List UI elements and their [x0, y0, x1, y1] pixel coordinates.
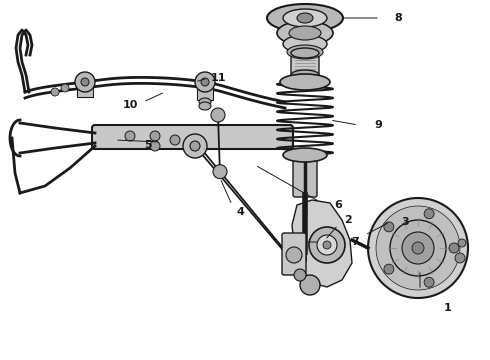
Ellipse shape [61, 84, 69, 92]
Ellipse shape [195, 72, 215, 92]
Ellipse shape [390, 220, 446, 276]
Bar [77, 85, 93, 97]
Ellipse shape [286, 247, 302, 263]
Text: 3: 3 [401, 217, 409, 227]
Ellipse shape [201, 78, 209, 86]
Ellipse shape [150, 141, 160, 151]
Ellipse shape [402, 232, 434, 264]
Text: 1: 1 [444, 303, 452, 313]
Ellipse shape [458, 239, 466, 247]
Text: 10: 10 [122, 100, 138, 110]
Ellipse shape [81, 78, 89, 86]
Ellipse shape [376, 206, 460, 290]
Ellipse shape [289, 26, 321, 40]
Ellipse shape [297, 13, 313, 23]
Ellipse shape [150, 131, 160, 141]
Ellipse shape [294, 269, 306, 281]
Text: 11: 11 [210, 73, 226, 83]
Ellipse shape [300, 275, 320, 295]
Ellipse shape [75, 72, 95, 92]
Ellipse shape [211, 108, 225, 122]
Ellipse shape [287, 45, 323, 59]
Ellipse shape [183, 134, 207, 158]
Ellipse shape [283, 35, 327, 53]
Ellipse shape [449, 243, 459, 253]
Text: 4: 4 [236, 207, 244, 217]
Ellipse shape [291, 48, 319, 58]
Ellipse shape [170, 135, 180, 145]
Ellipse shape [317, 235, 337, 255]
Ellipse shape [283, 9, 327, 27]
Text: 9: 9 [374, 120, 382, 130]
FancyBboxPatch shape [92, 125, 293, 149]
Ellipse shape [384, 222, 394, 232]
Ellipse shape [323, 241, 331, 249]
Ellipse shape [277, 21, 333, 45]
Ellipse shape [280, 74, 330, 90]
Text: 2: 2 [344, 215, 352, 225]
Ellipse shape [455, 253, 465, 263]
FancyBboxPatch shape [293, 155, 317, 197]
Ellipse shape [283, 148, 327, 162]
Text: 6: 6 [334, 200, 342, 210]
Ellipse shape [267, 4, 343, 32]
Ellipse shape [190, 141, 200, 151]
Bar [197, 86, 213, 100]
Text: 8: 8 [394, 13, 402, 23]
Ellipse shape [424, 209, 434, 219]
Ellipse shape [51, 88, 59, 96]
Ellipse shape [199, 102, 211, 110]
Text: 5: 5 [144, 140, 152, 150]
Ellipse shape [309, 227, 345, 263]
Ellipse shape [368, 198, 468, 298]
FancyBboxPatch shape [282, 233, 306, 275]
Ellipse shape [213, 165, 227, 179]
Ellipse shape [384, 264, 394, 274]
Text: 7: 7 [351, 237, 359, 247]
Ellipse shape [291, 70, 319, 80]
Ellipse shape [125, 131, 135, 141]
Ellipse shape [412, 242, 424, 254]
Ellipse shape [199, 98, 211, 106]
Ellipse shape [424, 277, 434, 287]
FancyBboxPatch shape [291, 51, 319, 77]
Polygon shape [292, 200, 352, 287]
